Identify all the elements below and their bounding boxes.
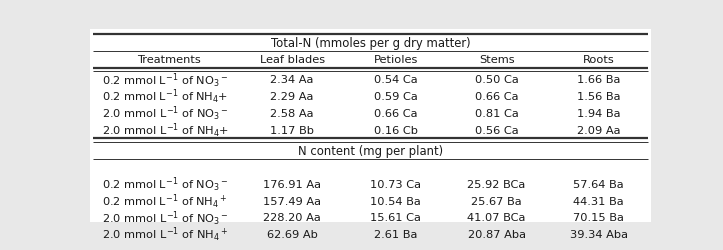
Text: 2.34 Aa: 2.34 Aa bbox=[270, 75, 314, 85]
Text: 0.66 Ca: 0.66 Ca bbox=[374, 109, 417, 118]
Text: Roots: Roots bbox=[583, 55, 615, 65]
Text: 0.81 Ca: 0.81 Ca bbox=[475, 109, 518, 118]
Text: 0.16 Cb: 0.16 Cb bbox=[374, 126, 418, 135]
Text: Stems: Stems bbox=[479, 55, 515, 65]
Text: 0.50 Ca: 0.50 Ca bbox=[475, 75, 518, 85]
Text: 39.34 Aba: 39.34 Aba bbox=[570, 229, 628, 239]
Text: 10.54 Ba: 10.54 Ba bbox=[370, 196, 421, 206]
Text: 0.59 Ca: 0.59 Ca bbox=[374, 92, 418, 102]
Text: 157.49 Aa: 157.49 Aa bbox=[263, 196, 321, 206]
Text: 25.67 Ba: 25.67 Ba bbox=[471, 196, 522, 206]
Text: N content (mg per plant): N content (mg per plant) bbox=[298, 144, 443, 157]
Text: 0.2 mmol L$^{-1}$ of NH$_4$$^+$: 0.2 mmol L$^{-1}$ of NH$_4$$^+$ bbox=[101, 192, 227, 210]
Text: 2.0 mmol L$^{-1}$ of NO$_3$$^-$: 2.0 mmol L$^{-1}$ of NO$_3$$^-$ bbox=[101, 208, 228, 227]
Text: 0.2 mmol L$^{-1}$ of NO$_3$$^-$: 0.2 mmol L$^{-1}$ of NO$_3$$^-$ bbox=[101, 71, 228, 89]
Text: 2.29 Aa: 2.29 Aa bbox=[270, 92, 314, 102]
Text: 1.56 Ba: 1.56 Ba bbox=[577, 92, 620, 102]
Text: Total-N (mmoles per g dry matter): Total-N (mmoles per g dry matter) bbox=[270, 37, 471, 50]
Text: 0.2 mmol L$^{-1}$ of NH$_4$+: 0.2 mmol L$^{-1}$ of NH$_4$+ bbox=[101, 88, 228, 106]
Text: 20.87 Aba: 20.87 Aba bbox=[468, 229, 526, 239]
Text: 62.69 Ab: 62.69 Ab bbox=[267, 229, 317, 239]
Text: 0.2 mmol L$^{-1}$ of NO$_3$$^-$: 0.2 mmol L$^{-1}$ of NO$_3$$^-$ bbox=[101, 175, 228, 193]
Text: 25.92 BCa: 25.92 BCa bbox=[468, 179, 526, 189]
Text: 15.61 Ca: 15.61 Ca bbox=[370, 212, 422, 222]
Text: 2.09 Aa: 2.09 Aa bbox=[577, 126, 620, 135]
Text: 228.20 Aa: 228.20 Aa bbox=[263, 212, 321, 222]
Text: 176.91 Aa: 176.91 Aa bbox=[263, 179, 321, 189]
Text: 2.58 Aa: 2.58 Aa bbox=[270, 109, 314, 118]
Text: 1.17 Bb: 1.17 Bb bbox=[270, 126, 314, 135]
Text: 2.0 mmol L$^{-1}$ of NH$_4$$^+$: 2.0 mmol L$^{-1}$ of NH$_4$$^+$ bbox=[101, 225, 228, 244]
Text: 10.73 Ca: 10.73 Ca bbox=[370, 179, 422, 189]
Text: 2.0 mmol L$^{-1}$ of NH$_4$+: 2.0 mmol L$^{-1}$ of NH$_4$+ bbox=[101, 121, 228, 140]
Text: Petioles: Petioles bbox=[374, 55, 418, 65]
Text: 0.54 Ca: 0.54 Ca bbox=[374, 75, 418, 85]
Text: 70.15 Ba: 70.15 Ba bbox=[573, 212, 624, 222]
Text: 2.61 Ba: 2.61 Ba bbox=[374, 229, 417, 239]
Text: 1.94 Ba: 1.94 Ba bbox=[577, 109, 620, 118]
Text: 1.66 Ba: 1.66 Ba bbox=[577, 75, 620, 85]
Text: 0.56 Ca: 0.56 Ca bbox=[475, 126, 518, 135]
Text: 2.0 mmol L$^{-1}$ of NO$_3$$^-$: 2.0 mmol L$^{-1}$ of NO$_3$$^-$ bbox=[101, 104, 228, 123]
Text: 57.64 Ba: 57.64 Ba bbox=[573, 179, 624, 189]
Text: Treatments: Treatments bbox=[137, 55, 201, 65]
Text: Leaf blades: Leaf blades bbox=[260, 55, 325, 65]
Text: 44.31 Ba: 44.31 Ba bbox=[573, 196, 624, 206]
Text: 0.66 Ca: 0.66 Ca bbox=[475, 92, 518, 102]
Text: 41.07 BCa: 41.07 BCa bbox=[468, 212, 526, 222]
